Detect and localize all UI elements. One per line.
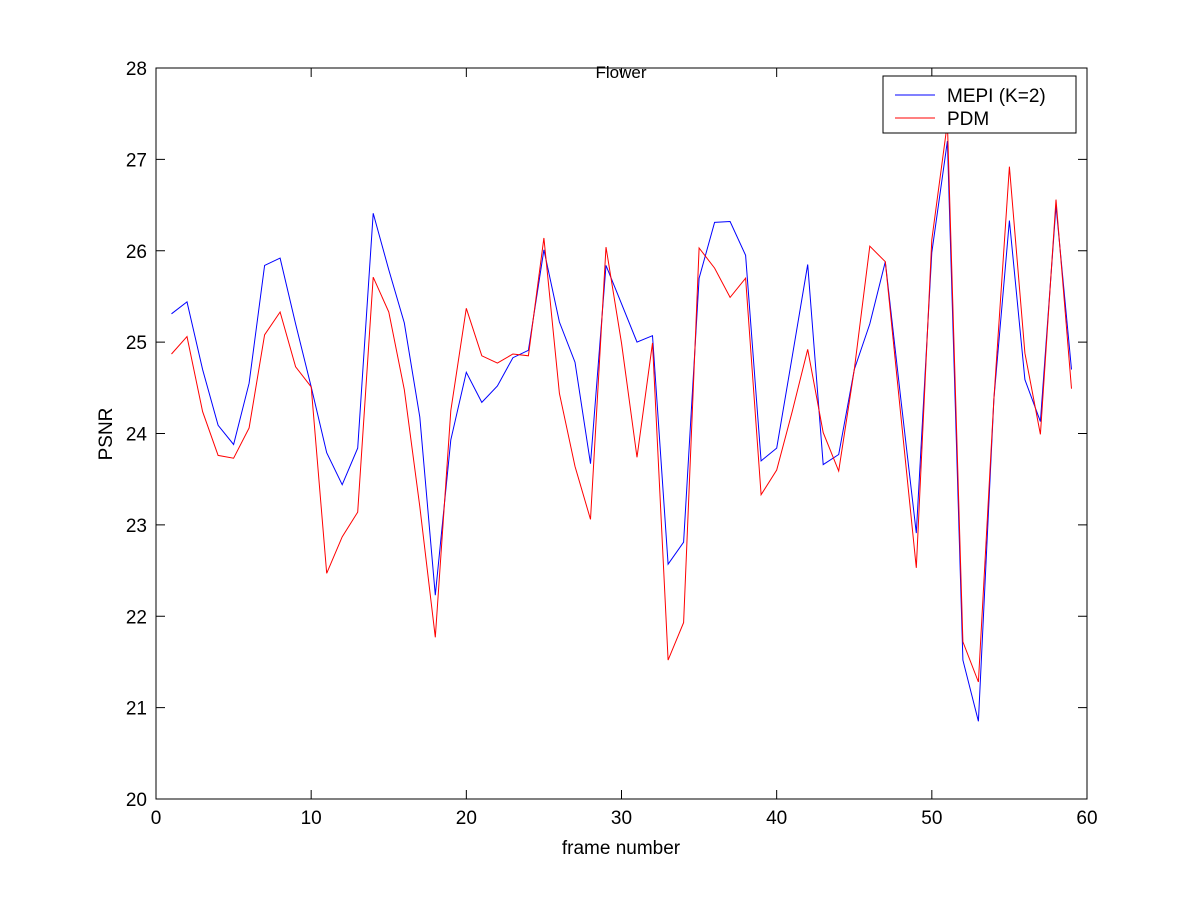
y-tick-label: 24 <box>126 425 148 446</box>
y-tick-label: 22 <box>126 607 147 628</box>
y-axis-label: PSNR <box>96 408 117 461</box>
series-line-pdm <box>171 122 1072 683</box>
legend: MEPI (K=2) PDM <box>882 75 1077 134</box>
series-line-mepi <box>171 141 1072 722</box>
axis-ticks: 0 10 20 30 40 50 60 20 21 22 23 24 25 26 27 28 <box>126 59 1098 829</box>
x-tick-label: 60 <box>1076 808 1097 829</box>
legend-box <box>882 75 1077 134</box>
y-tick-label: 25 <box>126 333 147 354</box>
legend-label-mepi: MEPI (K=2) <box>947 86 1046 107</box>
x-axis-label: frame number <box>562 838 681 859</box>
y-tick-label: 26 <box>126 242 147 263</box>
y-tick-label: 28 <box>126 59 147 80</box>
y-tick-label: 21 <box>126 699 147 720</box>
x-tick-label: 50 <box>921 808 942 829</box>
x-tick-label: 40 <box>766 808 787 829</box>
plot-frame <box>155 67 1088 800</box>
y-tick-label: 23 <box>126 516 147 537</box>
x-tick-label: 10 <box>301 808 322 829</box>
legend-label-pdm: PDM <box>947 109 989 130</box>
y-tick-label: 20 <box>126 790 147 811</box>
series-lines <box>171 122 1072 722</box>
x-tick-label: 30 <box>611 808 632 829</box>
y-tick-label: 27 <box>126 150 147 171</box>
x-tick-label: 20 <box>456 808 477 829</box>
x-tick-label: 0 <box>151 808 162 829</box>
